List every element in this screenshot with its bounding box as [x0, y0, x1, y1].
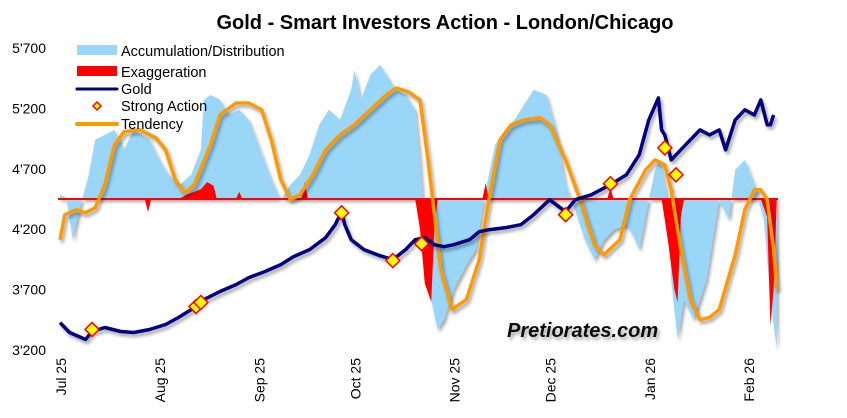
x-tick-label: Sep 25 — [251, 358, 267, 403]
x-axis: Jul 25 Aug 25 Sep 25 Oct 25 Nov 25 Dec 25 Jan … — [53, 358, 757, 403]
y-tick-label: 5'200 — [12, 100, 46, 116]
strong-action-marker — [667, 166, 685, 183]
exaggeration-area — [178, 182, 217, 199]
legend-label-acc: Accumulation/Distribution — [121, 44, 285, 60]
acc-legend-swatch — [77, 45, 117, 55]
y-axis: 5'700 5'200 4'700 4'200 3'700 3'200 — [12, 40, 46, 358]
x-tick-label: Jan 26 — [642, 358, 658, 400]
strong-legend-swatch — [91, 100, 103, 112]
accumulation-distribution-area-shape — [60, 64, 777, 350]
strong-action-marker — [413, 235, 430, 252]
y-tick-label: 3'200 — [12, 342, 46, 358]
strong-action-marker — [83, 321, 101, 338]
strong-action-markers — [83, 139, 685, 338]
tendency-series — [58, 86, 779, 322]
y-tick-label: 3'700 — [12, 282, 46, 298]
y-tick-label: 4'700 — [12, 161, 46, 177]
x-tick-label: Nov 25 — [447, 358, 463, 403]
exaggeration-area — [415, 199, 438, 302]
tendency-line — [58, 86, 779, 322]
legend-label-tend: Tendency — [121, 117, 184, 133]
exaggeration-area — [236, 191, 243, 199]
x-tick-label: Feb 26 — [741, 358, 757, 402]
strong-action-marker — [333, 204, 350, 221]
x-tick-label: Aug 25 — [152, 358, 168, 403]
strong-action-marker — [384, 252, 401, 269]
y-tick-label: 5'700 — [12, 40, 46, 56]
strong-action-marker — [192, 294, 209, 311]
chart-title: Gold - Smart Investors Action - London/C… — [216, 12, 673, 34]
x-tick-label: Dec 25 — [543, 358, 559, 403]
strong-action-marker — [656, 139, 673, 156]
accumulation-distribution-area — [60, 64, 777, 350]
legend-label-strong: Strong Action — [121, 99, 207, 115]
legend-label-exag: Exaggeration — [121, 65, 206, 81]
exag-legend-swatch — [77, 66, 117, 76]
exaggeration-area — [482, 183, 489, 199]
strong-action-marker — [602, 175, 619, 192]
x-tick-label: Oct 25 — [347, 358, 363, 399]
strong-action-marker — [557, 206, 574, 223]
exaggeration-area — [607, 188, 614, 199]
exaggeration-area — [144, 199, 152, 213]
exaggeration-area — [301, 182, 308, 199]
x-tick-label: Jul 25 — [53, 358, 69, 396]
legend: Accumulation/Distribution ExaggerationGol… — [75, 44, 285, 133]
legend-label-gold: Gold — [121, 82, 152, 98]
y-tick-label: 4'200 — [12, 221, 46, 237]
watermark: Pretiorates.com — [507, 320, 658, 342]
